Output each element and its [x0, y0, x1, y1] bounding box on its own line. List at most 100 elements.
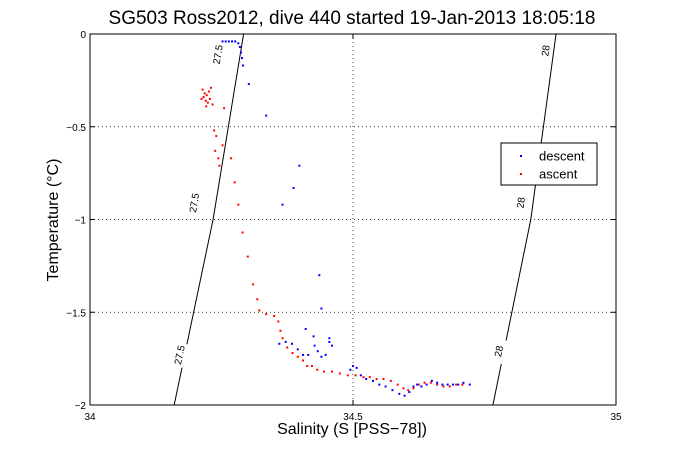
ascent-point: [252, 283, 255, 286]
ascent-point: [213, 129, 216, 132]
descent-point: [247, 83, 250, 86]
ascent-point: [455, 383, 458, 386]
ascent-point: [202, 96, 205, 99]
descent-point: [328, 337, 331, 340]
ascent-point: [389, 379, 392, 382]
contour-label-bg: [186, 189, 203, 216]
descent-point: [234, 40, 237, 43]
contour-label: 27.5: [188, 192, 202, 213]
ascent-point: [206, 101, 209, 104]
legend-label-descent: descent: [539, 149, 585, 164]
descent-point: [304, 327, 307, 330]
descent-point: [302, 353, 305, 356]
descent-point: [320, 307, 323, 310]
plot-frame: [89, 33, 617, 406]
descent-point: [239, 51, 242, 54]
descent-point: [320, 355, 323, 358]
ascent-point: [286, 346, 289, 349]
descent-point: [290, 342, 293, 345]
descent-point: [231, 40, 234, 43]
ascent-point: [205, 105, 208, 108]
y-tick-label: −1.5: [66, 308, 86, 319]
ascent-point: [296, 355, 299, 358]
ascent-point: [237, 203, 240, 206]
descent-point: [284, 340, 287, 343]
descent-point: [316, 350, 319, 353]
ascent-point: [273, 314, 276, 317]
ascent-point: [310, 365, 313, 368]
grid-lines: [90, 34, 616, 405]
contour-label-bg: [490, 338, 507, 365]
ascent-point: [448, 385, 451, 388]
ascent-point: [302, 359, 305, 362]
ascent-point: [382, 378, 385, 381]
descent-point: [436, 381, 439, 384]
contour-label: 28: [516, 196, 528, 209]
legend-label-ascent: ascent: [539, 167, 578, 182]
density-contours: 27.5 27.5 27.5 28 28 28: [171, 33, 557, 406]
ascent-point: [208, 97, 211, 100]
descent-point: [318, 274, 321, 277]
descent-point: [227, 40, 230, 43]
ascent-point: [429, 381, 432, 384]
y-axis-label: Temperature (°C): [45, 159, 62, 282]
ascent-point: [204, 99, 207, 102]
ascent-point: [281, 337, 284, 340]
x-tick-label: 34: [84, 412, 96, 423]
descent-point: [408, 391, 411, 394]
ascent-point: [442, 385, 445, 388]
contour-label-bg: [537, 37, 554, 64]
ascent-point: [200, 97, 203, 100]
contour-label-bg: [209, 41, 226, 68]
ascent-point: [258, 309, 261, 312]
contour-label: 27.5: [173, 344, 188, 366]
contour-label-bg: [513, 190, 529, 216]
descent-point: [403, 394, 406, 397]
ascent-point: [323, 370, 326, 373]
ascent-point: [346, 374, 349, 377]
y-tick-label: −0.5: [66, 123, 86, 134]
ascent-point: [218, 164, 221, 167]
descent-point: [278, 342, 281, 345]
x-tick-label: 34.5: [343, 412, 363, 423]
descent-point: [237, 42, 240, 45]
descent-point: [265, 114, 268, 117]
ascent-point: [436, 383, 439, 386]
descent-point: [384, 385, 387, 388]
ascent-point: [215, 135, 218, 138]
descent-point: [416, 383, 419, 386]
descent-point: [312, 335, 315, 338]
descent-point: [324, 353, 327, 356]
descent-point: [371, 379, 374, 382]
density-contour-line: [173, 33, 245, 406]
ascent-point: [396, 383, 399, 386]
descent-point: [352, 365, 354, 368]
descent-point: [355, 366, 358, 369]
legend-marker-ascent: [520, 173, 522, 175]
descent-point: [451, 383, 454, 386]
ascent-point: [279, 329, 282, 332]
ascent-point: [368, 376, 371, 379]
descent-point: [441, 383, 444, 386]
ascent-point: [265, 313, 268, 316]
ascent-point: [316, 368, 319, 371]
descent-point: [242, 64, 245, 67]
contour-label: 28: [540, 44, 552, 57]
chart-title: SG503 Ross2012, dive 440 started 19-Jan-…: [109, 8, 596, 29]
ascent-point: [423, 381, 426, 384]
descent-point: [241, 57, 244, 60]
ascent-point: [217, 157, 220, 160]
descent-point: [378, 383, 381, 386]
ascent-point: [223, 107, 226, 110]
descent-point: [292, 186, 295, 189]
ascent-point: [211, 103, 214, 106]
descent-point: [446, 383, 449, 386]
ascent-point: [407, 389, 410, 392]
ascent-point: [221, 144, 224, 147]
ascent-point: [338, 372, 341, 375]
ascent-point: [209, 86, 212, 89]
ascent-point: [241, 231, 244, 234]
ascent-point: [203, 92, 206, 95]
ascent-point: [207, 90, 210, 93]
